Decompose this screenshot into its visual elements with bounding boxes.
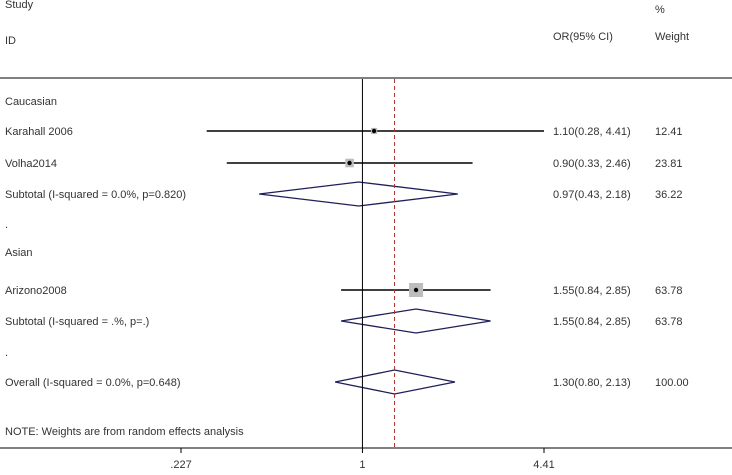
weight-value: 100.00 (655, 377, 689, 389)
header-study: Study (5, 0, 34, 11)
forest-row-group: Caucasian (5, 96, 57, 108)
forest-row-study: Volha2014 0.90(0.33, 2.46) 23.81 (5, 158, 683, 170)
row-label: Asian (5, 247, 33, 259)
header-percent: % (655, 4, 665, 16)
pooled-diamond (340, 308, 491, 334)
row-label: . (5, 219, 8, 231)
forest-row-spacer: . (5, 219, 8, 231)
x-tick-label: 1 (359, 459, 365, 471)
row-label: . (5, 347, 8, 359)
x-tick: 4.41 (533, 448, 555, 471)
row-label: Karahall 2006 (5, 126, 73, 138)
or-ci-value: 1.55(0.84, 2.85) (553, 285, 631, 297)
x-tick-label: 4.41 (533, 459, 554, 471)
point-estimate (371, 128, 377, 134)
weight-value: 36.22 (655, 189, 683, 201)
forest-row-overall: Overall (I-squared = 0.0%, p=0.648) 1.30(… (5, 369, 689, 395)
x-tick-label: .227 (170, 459, 191, 471)
forest-row-subtotal: Subtotal (I-squared = 0.0%, p=0.820) 0.97… (5, 181, 683, 207)
pooled-diamond (259, 181, 458, 207)
weights-note: NOTE: Weights are from random effects an… (5, 426, 244, 438)
or-ci-value: 1.30(0.80, 2.13) (553, 377, 631, 389)
header-or-ci: OR(95% CI) (553, 31, 613, 43)
or-ci-value: 0.97(0.43, 2.18) (553, 189, 631, 201)
or-ci-value: 1.55(0.84, 2.85) (553, 316, 631, 328)
row-label: Subtotal (I-squared = .%, p=.) (5, 316, 149, 328)
or-ci-value: 1.10(0.28, 4.41) (553, 126, 631, 138)
forest-row-subtotal: Subtotal (I-squared = .%, p=.) 1.55(0.84,… (5, 308, 683, 334)
forest-row-spacer: . (5, 347, 8, 359)
weight-value: 63.78 (655, 316, 683, 328)
x-tick: 1 (359, 448, 365, 471)
row-label: Volha2014 (5, 158, 57, 170)
weight-value: 63.78 (655, 285, 683, 297)
forest-row-study: Arizono2008 1.55(0.84, 2.85) 63.78 (5, 283, 683, 297)
point-estimate (347, 160, 352, 166)
header-weight: Weight (655, 31, 689, 43)
x-tick: .227 (170, 448, 192, 471)
header-id: ID (5, 35, 16, 47)
x-axis-ticks: .227 1 4.41 (170, 448, 555, 471)
rows-layer: Caucasian Karahall 2006 1.10(0.28, 4.41) 12… (5, 96, 689, 395)
forest-row-group: Asian (5, 247, 33, 259)
row-label: Arizono2008 (5, 285, 67, 297)
pooled-diamond (335, 369, 456, 395)
point-estimate (413, 287, 419, 293)
row-label: Subtotal (I-squared = 0.0%, p=0.820) (5, 189, 186, 201)
row-label: Caucasian (5, 96, 57, 108)
forest-row-study: Karahall 2006 1.10(0.28, 4.41) 12.41 (5, 126, 683, 138)
weight-value: 23.81 (655, 158, 683, 170)
row-label: Overall (I-squared = 0.0%, p=0.648) (5, 377, 180, 389)
or-ci-value: 0.90(0.33, 2.46) (553, 158, 631, 170)
weight-value: 12.41 (655, 126, 683, 138)
